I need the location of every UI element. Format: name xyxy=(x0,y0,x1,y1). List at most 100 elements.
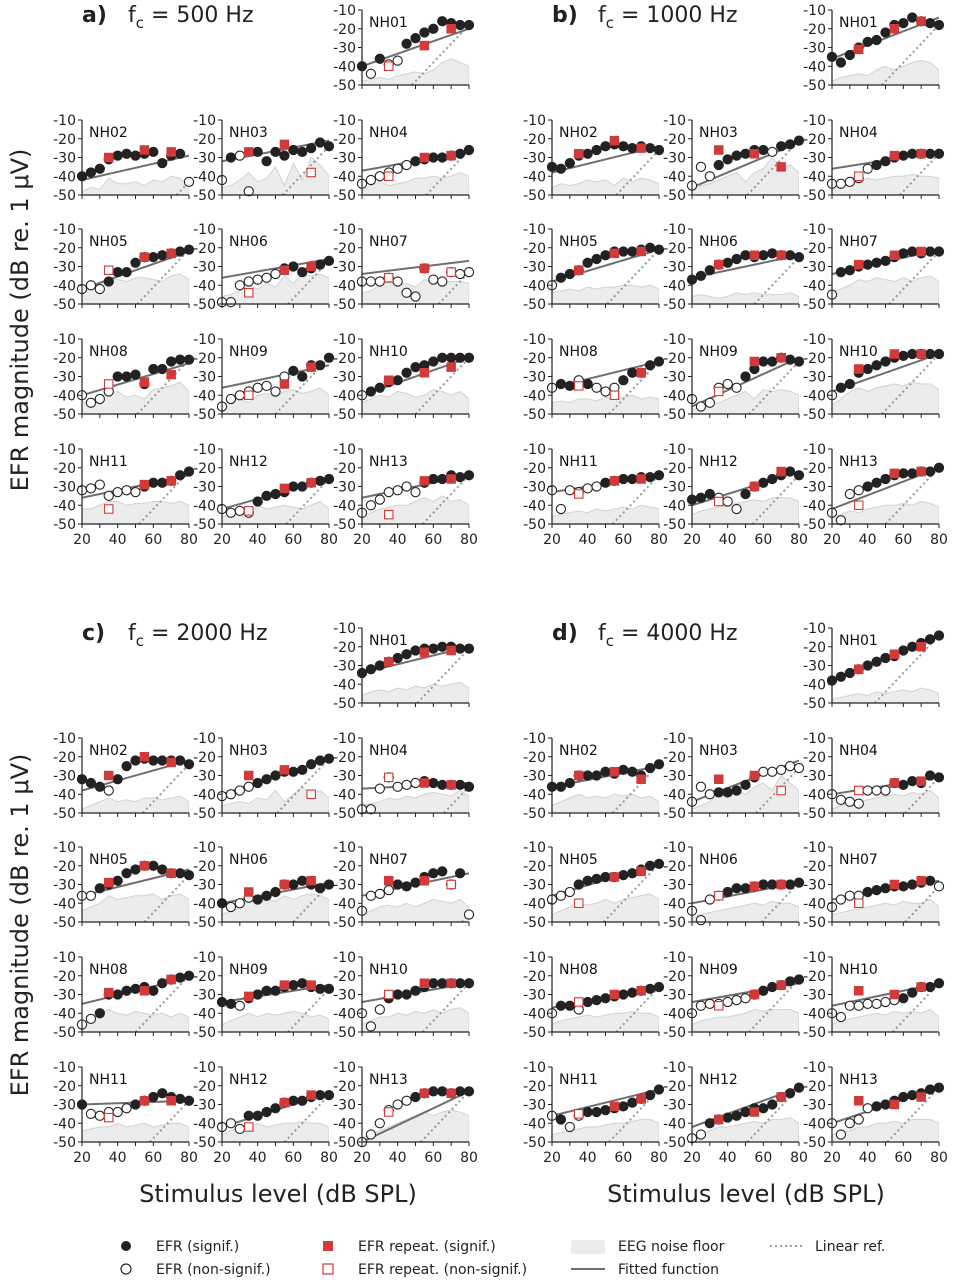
efr-point-signif xyxy=(695,270,707,282)
efr-point-signif xyxy=(94,781,105,792)
efr-repeat-signif xyxy=(446,978,456,988)
subject-label: NH10 xyxy=(369,962,408,978)
linear-ref-line xyxy=(281,145,329,195)
efr-point-nonsignif xyxy=(835,515,847,526)
efr-point-signif xyxy=(261,890,272,901)
efr-point-nonsignif xyxy=(793,762,805,774)
y-tick-label: -20 xyxy=(333,22,356,38)
y-tick-label: -40 xyxy=(523,1116,546,1132)
efr-point-signif xyxy=(618,246,629,257)
x-tick-label: 60 xyxy=(424,532,442,548)
efr-point-signif xyxy=(463,978,475,989)
efr-point-signif xyxy=(924,770,936,781)
efr-point-signif xyxy=(695,492,707,503)
linear-ref-line xyxy=(283,1094,329,1142)
efr-point-signif xyxy=(933,1082,945,1093)
efr-point-signif xyxy=(157,978,168,989)
efr-point-nonsignif xyxy=(835,1129,847,1140)
y-tick-label: -40 xyxy=(663,1006,686,1022)
linear-ref-line xyxy=(748,360,799,414)
efr-repeat-signif xyxy=(244,770,254,781)
efr-repeat-signif xyxy=(749,149,760,159)
efr-point-signif xyxy=(898,993,909,1004)
efr-point-nonsignif xyxy=(234,1000,245,1011)
efr-point-signif xyxy=(835,671,847,682)
y-tick-label: -50 xyxy=(803,78,826,94)
efr-point-signif xyxy=(880,255,891,267)
efr-repeat-nonsignif xyxy=(306,789,316,799)
y-tick-label: -30 xyxy=(333,769,356,785)
noise-floor-area xyxy=(692,1008,799,1032)
efr-repeat-nonsignif xyxy=(713,386,724,397)
noise-floor-area xyxy=(82,893,189,922)
x-tick-label: 20 xyxy=(353,1150,371,1166)
noise-floor-area xyxy=(832,1119,939,1142)
y-tick-label: -10 xyxy=(523,442,546,458)
efr-repeat-nonsignif xyxy=(713,496,724,507)
efr-point-signif xyxy=(933,19,945,31)
efr-point-signif xyxy=(437,1086,448,1097)
efr-repeat-signif xyxy=(713,259,724,270)
y-tick-label: -20 xyxy=(333,640,356,656)
noise-floor-area xyxy=(552,1010,659,1032)
efr-point-signif xyxy=(174,972,186,983)
subplot-nh09: -10 -20 -30 -40 -50 NH09 xyxy=(193,332,335,423)
efr-point-nonsignif xyxy=(410,291,421,302)
efr-point-signif xyxy=(862,660,873,671)
efr-repeat-signif xyxy=(306,362,316,372)
panel-label: b) xyxy=(552,3,578,28)
efr-point-signif xyxy=(121,148,132,159)
efr-point-nonsignif xyxy=(853,1114,864,1125)
y-tick-label: -50 xyxy=(523,1025,546,1041)
y-tick-label: -50 xyxy=(523,297,546,313)
efr-point-signif xyxy=(157,864,168,875)
y-tick-label: -50 xyxy=(53,297,76,313)
y-tick-label: -30 xyxy=(333,151,356,167)
y-tick-label: -10 xyxy=(803,621,826,637)
subplot-nh06: -10 -20 -30 -40 -50 NH06 xyxy=(193,222,335,313)
y-tick-label: -30 xyxy=(663,1098,686,1114)
efr-repeat-signif xyxy=(776,1092,786,1102)
y-tick-label: -40 xyxy=(53,1116,76,1132)
y-tick-label: -50 xyxy=(803,188,826,204)
linear-ref-line xyxy=(881,24,939,85)
efr-point-nonsignif xyxy=(234,785,245,796)
efr-repeat-signif xyxy=(279,483,290,494)
efr-point-signif xyxy=(871,257,882,268)
efr-point-nonsignif xyxy=(365,68,377,79)
y-tick-label: -30 xyxy=(193,480,216,496)
y-tick-label: -10 xyxy=(53,222,76,238)
efr-repeat-signif xyxy=(419,647,430,658)
efr-point-signif xyxy=(454,148,466,159)
efr-repeat-signif xyxy=(139,1096,150,1106)
efr-point-signif xyxy=(157,250,168,261)
y-tick-label: -50 xyxy=(193,517,216,533)
efr-point-signif xyxy=(401,367,412,378)
y-axis-label-bottom: EFR magnitude (dB re. 1 μV) xyxy=(6,754,34,1097)
efr-point-signif xyxy=(261,985,272,996)
efr-repeat-signif xyxy=(916,982,926,992)
y-tick-label: -50 xyxy=(53,915,76,931)
efr-point-signif xyxy=(314,883,326,894)
noise-floor-area xyxy=(692,774,799,813)
efr-point-nonsignif xyxy=(844,176,855,188)
y-tick-label: -40 xyxy=(663,388,686,404)
efr-point-signif xyxy=(94,883,105,894)
panel-title-f: f xyxy=(598,3,607,28)
x-tick-label: 20 xyxy=(543,532,561,548)
linear-ref-line xyxy=(760,881,799,922)
subject-label: NH13 xyxy=(369,454,408,470)
efr-point-nonsignif xyxy=(758,766,769,777)
efr-point-signif xyxy=(871,477,882,488)
efr-point-nonsignif xyxy=(270,268,281,280)
efr-point-signif xyxy=(627,766,638,777)
efr-point-signif xyxy=(740,488,751,500)
y-tick-label: -20 xyxy=(663,351,686,367)
efr-repeat-signif xyxy=(446,1088,456,1099)
efr-point-nonsignif xyxy=(555,890,567,901)
subplot-nh04: -10 -20 -30 -40 -50 NH04 xyxy=(803,113,945,204)
y-tick-label: -40 xyxy=(53,498,76,514)
legend: EFR (signif.) EFR (non-signif.) EFR repe… xyxy=(120,1239,885,1278)
y-tick-label: -50 xyxy=(53,806,76,822)
